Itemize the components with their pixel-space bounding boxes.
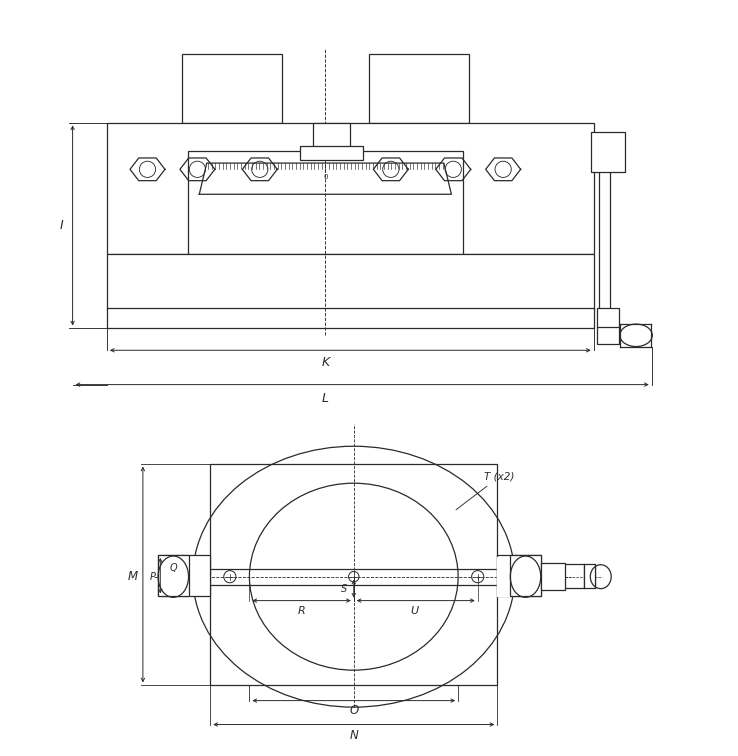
Bar (158, 555, 188, 596)
Bar (313, 122, 351, 147)
Text: R: R (297, 606, 306, 615)
Text: Q: Q (170, 563, 177, 573)
Bar (107, 122, 593, 253)
Bar (158, 555, 210, 596)
Text: I: I (60, 219, 64, 232)
Bar (182, 54, 282, 122)
Bar (188, 150, 463, 253)
Bar (584, 564, 595, 587)
Bar (107, 308, 593, 328)
Bar (369, 54, 469, 122)
Polygon shape (158, 557, 188, 596)
Polygon shape (199, 163, 452, 194)
Text: O: O (349, 704, 359, 717)
Text: L: L (322, 392, 329, 404)
Bar (597, 308, 618, 328)
Bar (210, 463, 497, 686)
Bar (541, 562, 565, 590)
Bar (597, 327, 618, 344)
Bar (590, 132, 625, 172)
Text: M: M (128, 570, 138, 583)
Text: S: S (341, 584, 348, 594)
Polygon shape (497, 557, 541, 596)
Bar (107, 253, 593, 310)
Text: P: P (150, 572, 156, 581)
Text: T (x2): T (x2) (456, 472, 514, 510)
Text: N: N (349, 729, 358, 742)
Bar (510, 555, 541, 596)
Bar (497, 555, 541, 596)
Text: U: U (410, 606, 418, 615)
Bar (300, 146, 363, 160)
Text: 0: 0 (323, 175, 328, 181)
Text: K: K (321, 356, 329, 369)
